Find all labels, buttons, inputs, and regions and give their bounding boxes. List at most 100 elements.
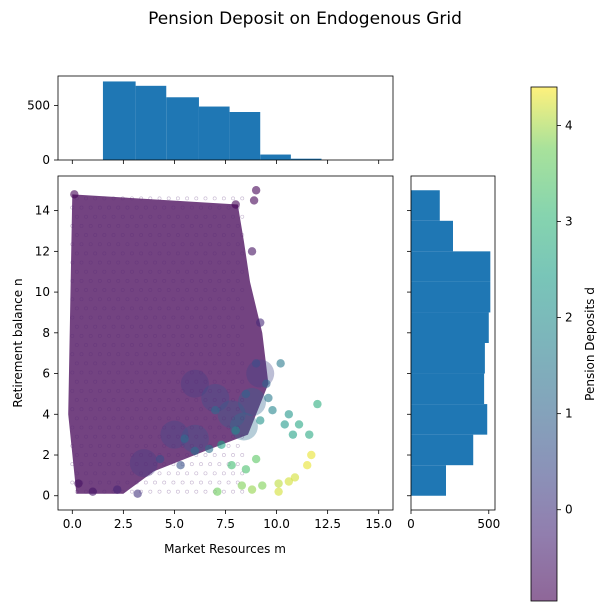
scatter-texture-dot — [84, 343, 88, 347]
scatter-texture-dot — [180, 388, 185, 393]
scatter-texture-dot — [221, 324, 226, 329]
scatter-texture-dot — [166, 361, 171, 366]
scatter-point — [247, 247, 257, 256]
scatter-texture-dot — [176, 379, 180, 384]
scatter-texture-dot — [102, 471, 107, 476]
scatter-texture-dot — [130, 416, 134, 421]
scatter-texture-dot — [70, 205, 75, 210]
histogram-m-panel: 0 500 — [27, 75, 394, 167]
scatter-texture-dot — [153, 370, 157, 375]
scatter-texture-dot — [231, 269, 235, 274]
scatter-texture-dot — [171, 407, 176, 412]
y-tick-label: 8 — [42, 326, 50, 340]
scatter-texture-dot — [176, 269, 180, 274]
scatter-texture-dot — [231, 343, 235, 347]
scatter-point — [241, 389, 251, 399]
scatter-texture-dot — [116, 352, 121, 357]
scatter-texture-dot — [157, 196, 162, 201]
scatter-point — [70, 190, 79, 199]
scatter-texture-dot — [221, 398, 226, 402]
scatter-point — [211, 406, 220, 415]
scatter-texture-dot — [125, 370, 130, 375]
scatter-texture-dot — [157, 343, 162, 347]
scatter-texture-dot — [226, 333, 231, 338]
scatter-texture-dot — [231, 398, 235, 402]
colorbar-label: Pension Deposits d — [583, 287, 597, 401]
scatter-point — [313, 399, 322, 409]
scatter-texture-dot — [84, 269, 88, 274]
scatter-texture-dot — [221, 434, 226, 439]
scatter-texture-dot — [88, 425, 93, 430]
scatter-dense-region — [68, 194, 269, 494]
scatter-texture-dot — [221, 361, 226, 366]
scatter-texture-dot — [74, 471, 79, 476]
scatter-texture-dot — [180, 480, 185, 485]
scatter-texture-dot — [70, 388, 75, 393]
scatter-point — [180, 434, 189, 443]
scatter-texture-dot — [176, 251, 180, 256]
scatter-texture-dot — [74, 269, 79, 274]
scatter-texture-dot — [235, 388, 240, 393]
scatter-texture-dot — [107, 333, 111, 338]
scatter-texture-dot — [235, 315, 240, 320]
scatter-texture-dot — [203, 398, 208, 402]
scatter-texture-dot — [176, 214, 180, 219]
scatter-texture-dot — [116, 388, 121, 393]
scatter-texture-dot — [143, 333, 148, 338]
scatter-texture-dot — [235, 260, 240, 265]
scatter-texture-dot — [162, 260, 167, 265]
scatter-texture-dot — [235, 297, 240, 302]
scatter-texture-dot — [157, 251, 162, 256]
scatter-texture-dot — [120, 343, 125, 347]
scatter-texture-dot — [217, 425, 222, 430]
scatter-texture-dot — [235, 278, 240, 283]
scatter-texture-dot — [208, 462, 213, 467]
scatter-texture-dot — [102, 361, 107, 366]
scatter-texture-dot — [203, 343, 208, 347]
scatter-texture-dot — [189, 223, 194, 228]
scatter-texture-dot — [107, 425, 111, 430]
scatter-texture-dot — [240, 361, 245, 366]
scatter-point — [264, 393, 273, 403]
scatter-texture-dot — [180, 407, 185, 412]
scatter-texture-dot — [203, 361, 208, 366]
scatter-texture-dot — [97, 223, 102, 228]
x-tick-label: 5.0 — [165, 517, 184, 531]
scatter-texture-dot — [153, 260, 157, 265]
scatter-texture-dot — [148, 251, 153, 256]
scatter-texture-dot — [107, 480, 111, 485]
scatter-texture-dot — [157, 324, 162, 329]
scatter-texture-dot — [70, 242, 75, 247]
scatter-texture-dot — [88, 205, 93, 210]
scatter-texture-dot — [79, 297, 84, 302]
scatter-texture-dot — [125, 297, 130, 302]
scatter-texture-dot — [166, 416, 171, 421]
scatter-texture-dot — [208, 205, 213, 210]
scatter-texture-dot — [88, 297, 93, 302]
scatter-texture-dot — [240, 269, 245, 274]
scatter-texture-dot — [79, 260, 84, 265]
scatter-texture-dot — [157, 269, 162, 274]
scatter-texture-dot — [157, 434, 162, 439]
scatter-texture-dot — [212, 416, 217, 421]
scatter-point — [217, 440, 226, 450]
scatter-texture-dot — [208, 352, 213, 357]
scatter-texture-dot — [139, 398, 144, 402]
scatter-texture-dot — [139, 214, 144, 219]
scatter-texture-dot — [231, 361, 235, 366]
scatter-texture-dot — [226, 352, 231, 357]
x-tick-label: 7.5 — [216, 517, 235, 531]
scatter-texture-dot — [130, 233, 134, 237]
scatter-texture-dot — [208, 425, 213, 430]
scatter-texture-dot — [70, 370, 75, 375]
scatter-texture-dot — [194, 379, 199, 384]
scatter-texture-dot — [221, 379, 226, 384]
scatter-texture-dot — [70, 315, 75, 320]
scatter-shade — [217, 400, 246, 429]
scatter-texture-dot — [157, 361, 162, 366]
scatter-texture-dot — [79, 278, 84, 283]
scatter-texture-dot — [189, 315, 194, 320]
scatter-texture-dot — [180, 278, 185, 283]
scatter-point — [284, 477, 294, 486]
scatter-texture-dot — [120, 453, 125, 457]
